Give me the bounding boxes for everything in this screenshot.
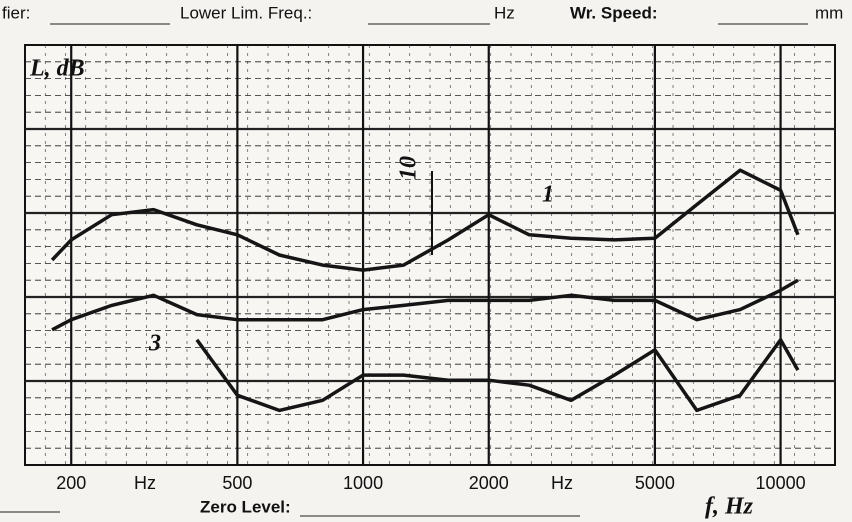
header-text: Hz (494, 3, 515, 22)
x-tick-label: 2000 (469, 473, 509, 493)
header-text: Lower Lim. Freq.: (180, 3, 312, 22)
x-unit-label: Hz (134, 473, 156, 493)
annotation: 3 (148, 331, 161, 357)
x-tick-label: 200 (56, 473, 86, 493)
x-axis-label: f, Hz (705, 494, 754, 520)
trace (51, 278, 799, 332)
trace (195, 338, 800, 413)
header-text: mm (815, 3, 843, 22)
x-tick-label: 5000 (635, 473, 675, 493)
x-tick-label: 10000 (756, 473, 806, 493)
trace (50, 168, 800, 272)
x-tick-label: 1000 (343, 473, 383, 493)
x-tick-label: 500 (222, 473, 252, 493)
x-unit-label: Hz (551, 473, 573, 493)
annotation: 10 (396, 156, 422, 180)
footer-text: Zero Level: (200, 497, 291, 516)
header-text: Wr. Speed: (570, 3, 658, 22)
header: fier: Lower Lim. Freq.: Hz Wr. Speed: mm (2, 3, 843, 25)
header-text: fier: (2, 3, 30, 22)
y-axis-label: L, dB (29, 56, 85, 82)
annotation: 1 (542, 182, 554, 208)
